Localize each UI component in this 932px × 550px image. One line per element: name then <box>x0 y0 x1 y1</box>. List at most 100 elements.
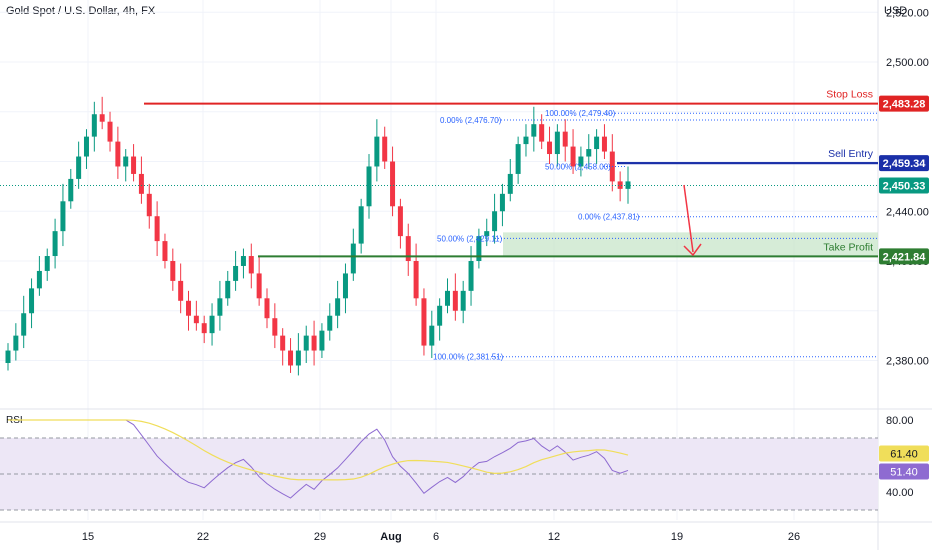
candle-body <box>272 318 278 336</box>
candle-body <box>311 335 317 351</box>
candle-body <box>248 256 254 274</box>
fib-label: 0.00% (2,476.70) <box>440 116 502 125</box>
candle-body <box>413 261 419 299</box>
candle-body <box>515 144 521 174</box>
time-tick-label: 12 <box>548 531 560 543</box>
currency-label[interactable]: USD <box>884 5 908 17</box>
candle-body <box>154 216 160 242</box>
candle-body <box>429 325 435 346</box>
time-tick-label: Aug <box>380 531 401 543</box>
candle-body <box>601 136 607 152</box>
candle-body <box>484 231 490 237</box>
candle-body <box>366 166 372 207</box>
take-profit-tag-label: 2,421.84 <box>883 251 927 263</box>
candle-body <box>531 124 537 137</box>
rsi-tick-label: 40.00 <box>886 487 914 499</box>
candle-body <box>507 173 513 194</box>
candle-body <box>186 300 192 316</box>
time-tick-label: 19 <box>671 531 683 543</box>
candle-body <box>21 313 27 336</box>
candle-body <box>452 290 458 311</box>
candle-body <box>578 156 584 167</box>
price-tick-label: 2,520.00 <box>886 7 929 19</box>
stop-loss-tag <box>879 95 929 112</box>
candle-body <box>91 114 97 137</box>
candle-body <box>547 141 553 155</box>
candle-body <box>178 280 184 301</box>
candle-body <box>162 241 168 261</box>
down-arrow <box>683 184 694 253</box>
candle-body <box>170 261 176 281</box>
candle-body <box>217 298 223 316</box>
down-arrow-head <box>683 243 702 257</box>
time-tick-label: 6 <box>433 531 439 543</box>
levels-group: Stop Loss Sell Entry Take Profit <box>0 89 878 258</box>
level-label: Take Profit <box>823 241 873 253</box>
candle-body <box>209 315 215 334</box>
candle-body <box>539 124 545 142</box>
candle-body <box>303 335 309 351</box>
candle-body <box>492 211 498 232</box>
candle-body <box>76 156 82 179</box>
fib-label: 100.00% (2,479.40) <box>545 109 616 118</box>
fib-label: 50.00% (2,458.00) <box>545 162 611 171</box>
rsi-value-tag-label: 51.40 <box>890 466 918 478</box>
candle-body <box>295 350 301 366</box>
rsi-tick-label: 80.00 <box>886 415 914 427</box>
sell-entry-tag-label: 2,459.34 <box>883 158 927 170</box>
fibonacci-group: 0.00% (2,476.70) 100.00% (2,479.40) 50.00%… <box>433 109 878 362</box>
candle-body <box>382 136 388 162</box>
candle-body <box>107 121 113 142</box>
candle-body <box>288 350 294 366</box>
price-tick-label: 2,500.00 <box>886 57 929 69</box>
candle-body <box>617 181 623 189</box>
level-label: Sell Entry <box>828 148 874 160</box>
candle-body <box>562 131 568 147</box>
candle-body <box>437 305 443 326</box>
candle-body <box>5 350 11 363</box>
candle-body <box>374 136 380 167</box>
candle-body <box>233 265 239 281</box>
rsi-band <box>0 438 878 510</box>
rsi-ma-line <box>8 419 629 481</box>
candle-body <box>421 298 427 346</box>
price-tick-label: 2,380.00 <box>886 356 929 368</box>
take-profit-tag <box>879 248 929 265</box>
fib-label: 0.00% (2,437.81) <box>578 213 640 222</box>
candle-body <box>52 231 58 257</box>
candle-body <box>350 243 356 274</box>
candle-body <box>13 335 19 351</box>
chart-title: Gold Spot / U.S. Dollar, 4h, FX <box>6 5 156 17</box>
candle-body <box>225 280 231 299</box>
stop-loss-tag-label: 2,483.28 <box>883 99 926 111</box>
candle-body <box>68 178 74 202</box>
rsi-ma-tag <box>879 445 929 462</box>
time-tick-label: 15 <box>82 531 94 543</box>
last-price-tag <box>879 177 929 194</box>
sell-entry-tag <box>879 155 929 172</box>
candle-body <box>554 131 560 155</box>
candle-body <box>594 136 600 150</box>
time-tick-label: 26 <box>788 531 800 543</box>
candle-body <box>115 141 121 167</box>
candle-body <box>335 298 341 316</box>
candle-body <box>390 161 396 207</box>
candle-body <box>60 201 66 232</box>
candle-body <box>499 193 505 212</box>
candle-body <box>476 236 482 261</box>
rsi-value-tag <box>879 463 929 480</box>
candle-body <box>36 270 42 289</box>
candle-body <box>264 298 270 319</box>
price-axis: 2,380.002,400.002,440.002,500.002,520.00… <box>879 7 929 499</box>
candle-body <box>460 290 466 311</box>
level-label: Stop Loss <box>826 89 873 101</box>
candle-body <box>586 149 592 157</box>
candle-body <box>138 173 144 194</box>
candle-body <box>201 323 207 334</box>
candle-body <box>444 290 450 306</box>
time-tick-label: 29 <box>314 531 326 543</box>
fib-label: 50.00% (2,429.11) <box>437 234 503 243</box>
candle-body <box>193 315 199 324</box>
time-tick-label: 22 <box>197 531 209 543</box>
